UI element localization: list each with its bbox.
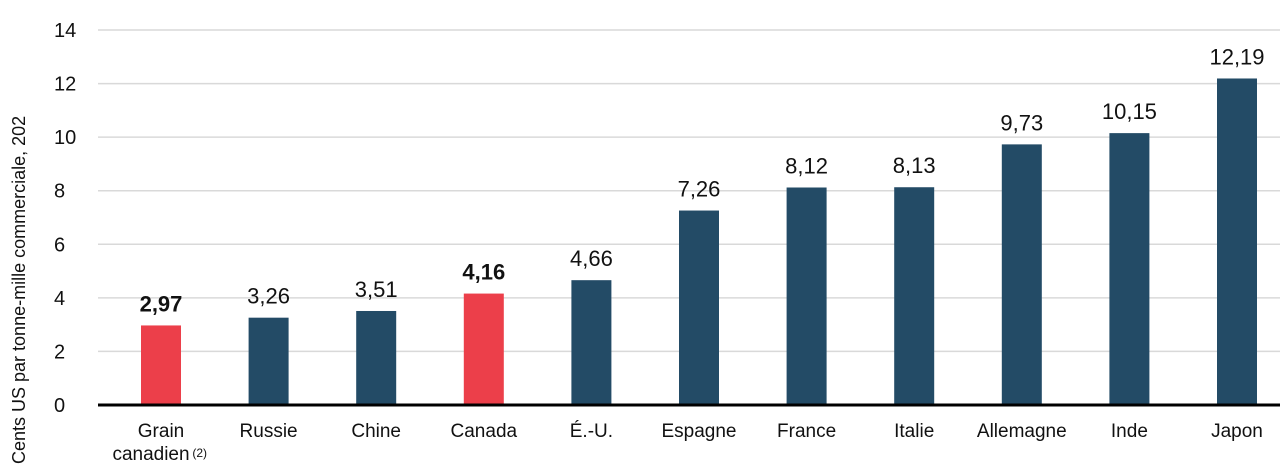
y-tick-label: 0 bbox=[54, 395, 65, 417]
data-label: 12,19 bbox=[1209, 44, 1264, 69]
x-tick-label: Inde bbox=[1111, 421, 1148, 442]
bar bbox=[141, 325, 181, 405]
bar bbox=[1001, 144, 1042, 405]
x-tick-label: Grain bbox=[138, 421, 184, 442]
data-label: 3,51 bbox=[355, 277, 398, 302]
bar bbox=[786, 187, 827, 405]
x-tick-label: É.-U. bbox=[570, 421, 613, 442]
bar bbox=[356, 310, 397, 405]
bar bbox=[248, 317, 289, 405]
x-tick-label: canadien bbox=[112, 444, 189, 464]
y-tick-label: 4 bbox=[54, 288, 65, 310]
x-tick-label: Allemagne bbox=[977, 421, 1067, 442]
data-label: 8,12 bbox=[785, 154, 828, 179]
data-label: 3,26 bbox=[247, 284, 290, 309]
y-tick-labels: 0 2 4 6 8 10 12 14 bbox=[54, 20, 76, 417]
bars bbox=[141, 78, 1257, 405]
data-label: 4,66 bbox=[570, 246, 613, 271]
y-axis-label: Cents US par tonne-mille commerciale, 20… bbox=[9, 116, 29, 464]
x-tick-label: Canada bbox=[451, 421, 518, 442]
data-label: 7,26 bbox=[678, 177, 721, 202]
data-label: 8,13 bbox=[893, 153, 936, 178]
footnote-marker: (2) bbox=[192, 446, 207, 460]
y-tick-label: 10 bbox=[54, 127, 76, 149]
y-tick-label: 14 bbox=[54, 20, 76, 42]
bar bbox=[894, 187, 935, 405]
x-tick-label: Russie bbox=[240, 421, 298, 442]
y-tick-label: 2 bbox=[54, 341, 65, 363]
x-tick-label: Espagne bbox=[661, 421, 736, 442]
data-label: 9,73 bbox=[1000, 110, 1043, 135]
bar bbox=[1109, 133, 1150, 405]
data-label: 4,16 bbox=[462, 260, 505, 285]
y-tick-label: 12 bbox=[54, 74, 76, 96]
bar bbox=[1217, 78, 1257, 405]
x-tick-label: France bbox=[777, 421, 836, 442]
bar bbox=[463, 293, 504, 405]
data-label: 10,15 bbox=[1102, 99, 1157, 124]
y-tick-label: 6 bbox=[54, 234, 65, 256]
bar bbox=[571, 280, 612, 405]
data-label: 2,97 bbox=[140, 291, 183, 316]
value-labels: 2,97 3,26 3,51 4,16 4,66 7,26 8,12 8,13 9,73 10,1… bbox=[140, 44, 1265, 316]
x-tick-label: Italie bbox=[894, 421, 934, 442]
x-tick-label: Chine bbox=[351, 421, 401, 442]
bar bbox=[679, 210, 719, 405]
y-tick-label: 8 bbox=[54, 181, 65, 203]
x-tick-label: Japon bbox=[1211, 421, 1263, 442]
